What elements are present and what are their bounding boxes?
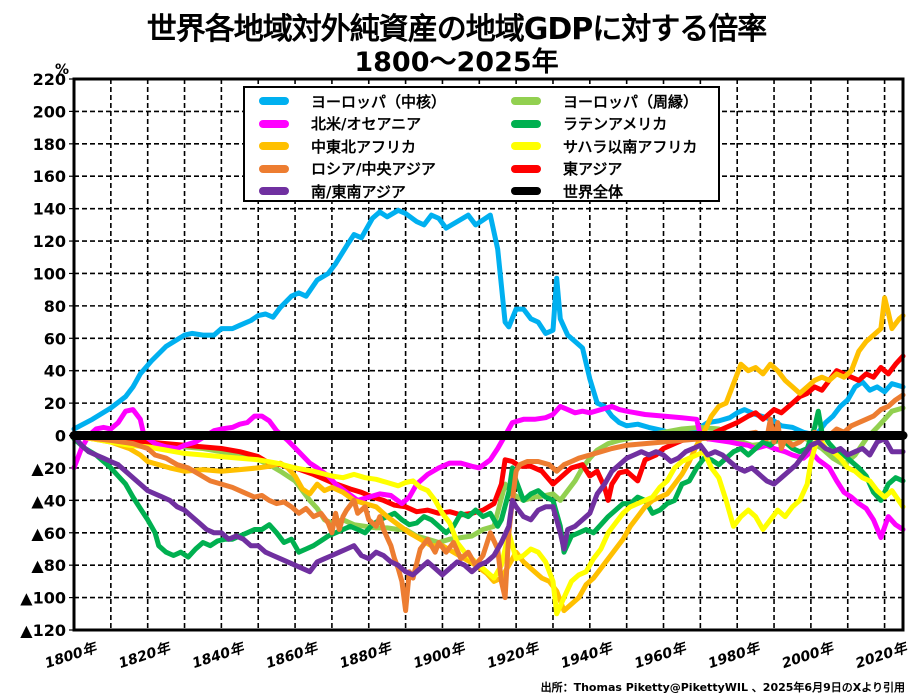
- y-tick-label: 60: [44, 329, 66, 348]
- x-tick-label: 1980年: [706, 639, 764, 672]
- y-tick-label: ▲60: [31, 524, 66, 543]
- x-axis-ticks: 1800年 1820年 1840年 1860年 1880年 1900年 1920年 1940年…: [43, 639, 911, 672]
- series-lines: [69, 207, 908, 617]
- y-tick-label: 200: [33, 102, 66, 121]
- x-tick-label: 1960年: [632, 639, 690, 672]
- y-tick-label: 100: [33, 264, 66, 283]
- legend-item: 南/東南アジア: [259, 180, 406, 202]
- y-tick-label: 40: [44, 362, 66, 381]
- y-tick-label: ▲80: [31, 556, 66, 575]
- legend-label: 南/東南アジア: [311, 182, 406, 201]
- legend-label: サハラ以南アフリカ: [563, 137, 698, 156]
- y-tick-label: 140: [33, 200, 66, 219]
- series-line-5: [71, 295, 906, 614]
- chart-subtitle: 1800〜2025年: [354, 47, 559, 78]
- legend-swatch: [259, 97, 289, 105]
- legend-label: ロシア/中央アジア: [311, 160, 436, 178]
- y-axis-ticks: 220200180160140120100806040200▲20▲40▲60▲…: [20, 70, 74, 640]
- legend-swatch: [511, 119, 541, 128]
- legend: ヨーロッパ（中核） 北米/オセアニア 中東北アフリカロシア/中央アジア 南/東南アジア…: [243, 86, 720, 202]
- y-tick-label: 80: [44, 297, 66, 316]
- series-line-6: [71, 433, 906, 617]
- x-tick-label: 2000年: [780, 639, 838, 672]
- x-tick-label: 1920年: [485, 639, 543, 672]
- legend-swatch: [511, 187, 541, 195]
- legend-swatch: [259, 119, 289, 128]
- legend-item: 東アジア: [511, 158, 622, 180]
- source-note: 出所：Thomas Piketty@PikettyWIL 、2025年6月9日の…: [540, 681, 905, 694]
- legend-swatch: [259, 187, 289, 195]
- y-tick-label: 20: [44, 394, 66, 413]
- legend-label: ラテンアメリカ: [563, 115, 668, 133]
- x-tick-label: 1940年: [559, 639, 617, 672]
- legend-label: 東アジア: [563, 160, 623, 178]
- legend-swatch: [511, 97, 541, 105]
- x-tick-label: 1800年: [43, 639, 101, 672]
- legend-item: ラテンアメリカ: [511, 113, 667, 135]
- series-line-0: [71, 207, 906, 438]
- y-tick-label: 120: [33, 232, 66, 251]
- legend-item: サハラ以南アフリカ: [511, 135, 697, 157]
- x-tick-label: 1840年: [190, 639, 248, 672]
- x-tick-label: 1820年: [116, 639, 174, 672]
- legend-item: ヨーロッパ（中核）: [259, 90, 446, 112]
- legend-swatch: [259, 142, 289, 150]
- y-unit-label: %: [55, 62, 69, 78]
- y-tick-label: ▲120: [20, 621, 66, 640]
- legend-item: 北米/オセアニア: [259, 113, 421, 135]
- series-line-3: [71, 403, 906, 541]
- y-tick-label: ▲20: [31, 459, 66, 478]
- legend-label: 中東北アフリカ: [311, 137, 417, 156]
- x-tick-label: 2020年: [853, 639, 911, 672]
- legend-swatch: [511, 164, 541, 173]
- legend-swatch: [259, 164, 289, 173]
- chart-title: 世界各地域対外純資産の地域GDPに対する倍率: [146, 12, 768, 47]
- legend-label: ヨーロッパ（中核）: [311, 92, 447, 111]
- y-tick-label: 0: [55, 427, 66, 446]
- legend-item: 中東北アフリカ: [259, 135, 416, 157]
- legend-label: 世界全体: [563, 182, 624, 201]
- series-line-7: [71, 392, 906, 614]
- legend-item: ロシア/中央アジア: [259, 158, 436, 180]
- x-tick-label: 1900年: [411, 639, 469, 672]
- legend-swatch: [511, 142, 541, 150]
- legend-label: 北米/オセアニア: [311, 115, 422, 133]
- y-tick-label: ▲100: [20, 589, 66, 608]
- y-tick-label: 180: [33, 135, 66, 154]
- y-tick-label: ▲40: [31, 491, 66, 510]
- legend-label: ヨーロッパ（周縁）: [563, 92, 699, 111]
- plot-frame: [72, 77, 905, 632]
- x-tick-label: 1880年: [338, 639, 396, 672]
- y-tick-label: 160: [33, 167, 66, 186]
- y-tick-label: 220: [33, 70, 66, 89]
- legend-item: ヨーロッパ（周縁）: [511, 90, 698, 112]
- x-tick-label: 1860年: [264, 639, 322, 672]
- legend-item: 世界全体: [511, 180, 623, 202]
- series-line-8: [71, 433, 906, 578]
- series-line-4: [71, 408, 906, 560]
